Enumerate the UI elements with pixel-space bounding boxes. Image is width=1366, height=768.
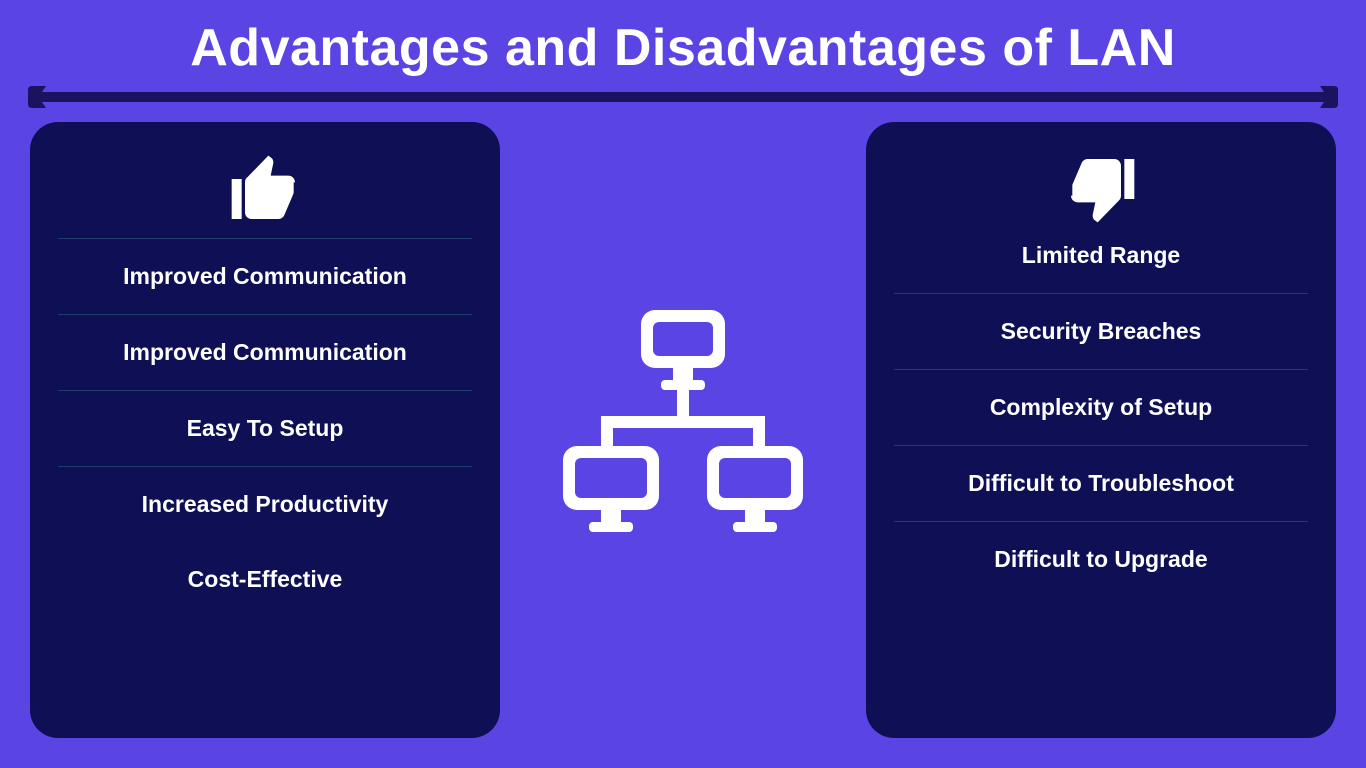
disadvantage-item: Difficult to Upgrade — [990, 522, 1211, 597]
advantages-card: Improved Communication Improved Communic… — [30, 122, 500, 738]
title-divider — [30, 84, 1336, 110]
disadvantage-item: Complexity of Setup — [986, 370, 1216, 445]
divider-bar — [30, 92, 1336, 102]
advantage-item: Increased Productivity — [138, 467, 393, 542]
advantage-item: Improved Communication — [119, 239, 411, 314]
advantage-item: Easy To Setup — [183, 391, 348, 466]
advantage-item: Improved Communication — [119, 315, 411, 390]
disadvantage-item: Security Breaches — [997, 294, 1206, 369]
disadvantages-items: Limited Range Security Breaches Complexi… — [894, 238, 1308, 597]
page-root: Advantages and Disadvantages of LAN Impr… — [0, 0, 1366, 768]
thumbs-down-icon — [1056, 144, 1146, 234]
divider-cap-left-icon — [28, 84, 46, 110]
thumbs-up-icon — [220, 144, 310, 234]
disadvantages-card: Limited Range Security Breaches Complexi… — [866, 122, 1336, 738]
page-title: Advantages and Disadvantages of LAN — [30, 18, 1336, 78]
network-icon — [543, 298, 823, 563]
disadvantage-item: Difficult to Troubleshoot — [964, 446, 1238, 521]
advantages-items: Improved Communication Improved Communic… — [58, 238, 472, 617]
content-row: Improved Communication Improved Communic… — [30, 122, 1336, 738]
disadvantage-item: Limited Range — [1018, 238, 1184, 293]
advantage-item: Cost-Effective — [184, 542, 347, 617]
center-column — [518, 122, 848, 738]
divider-cap-right-icon — [1320, 84, 1338, 110]
